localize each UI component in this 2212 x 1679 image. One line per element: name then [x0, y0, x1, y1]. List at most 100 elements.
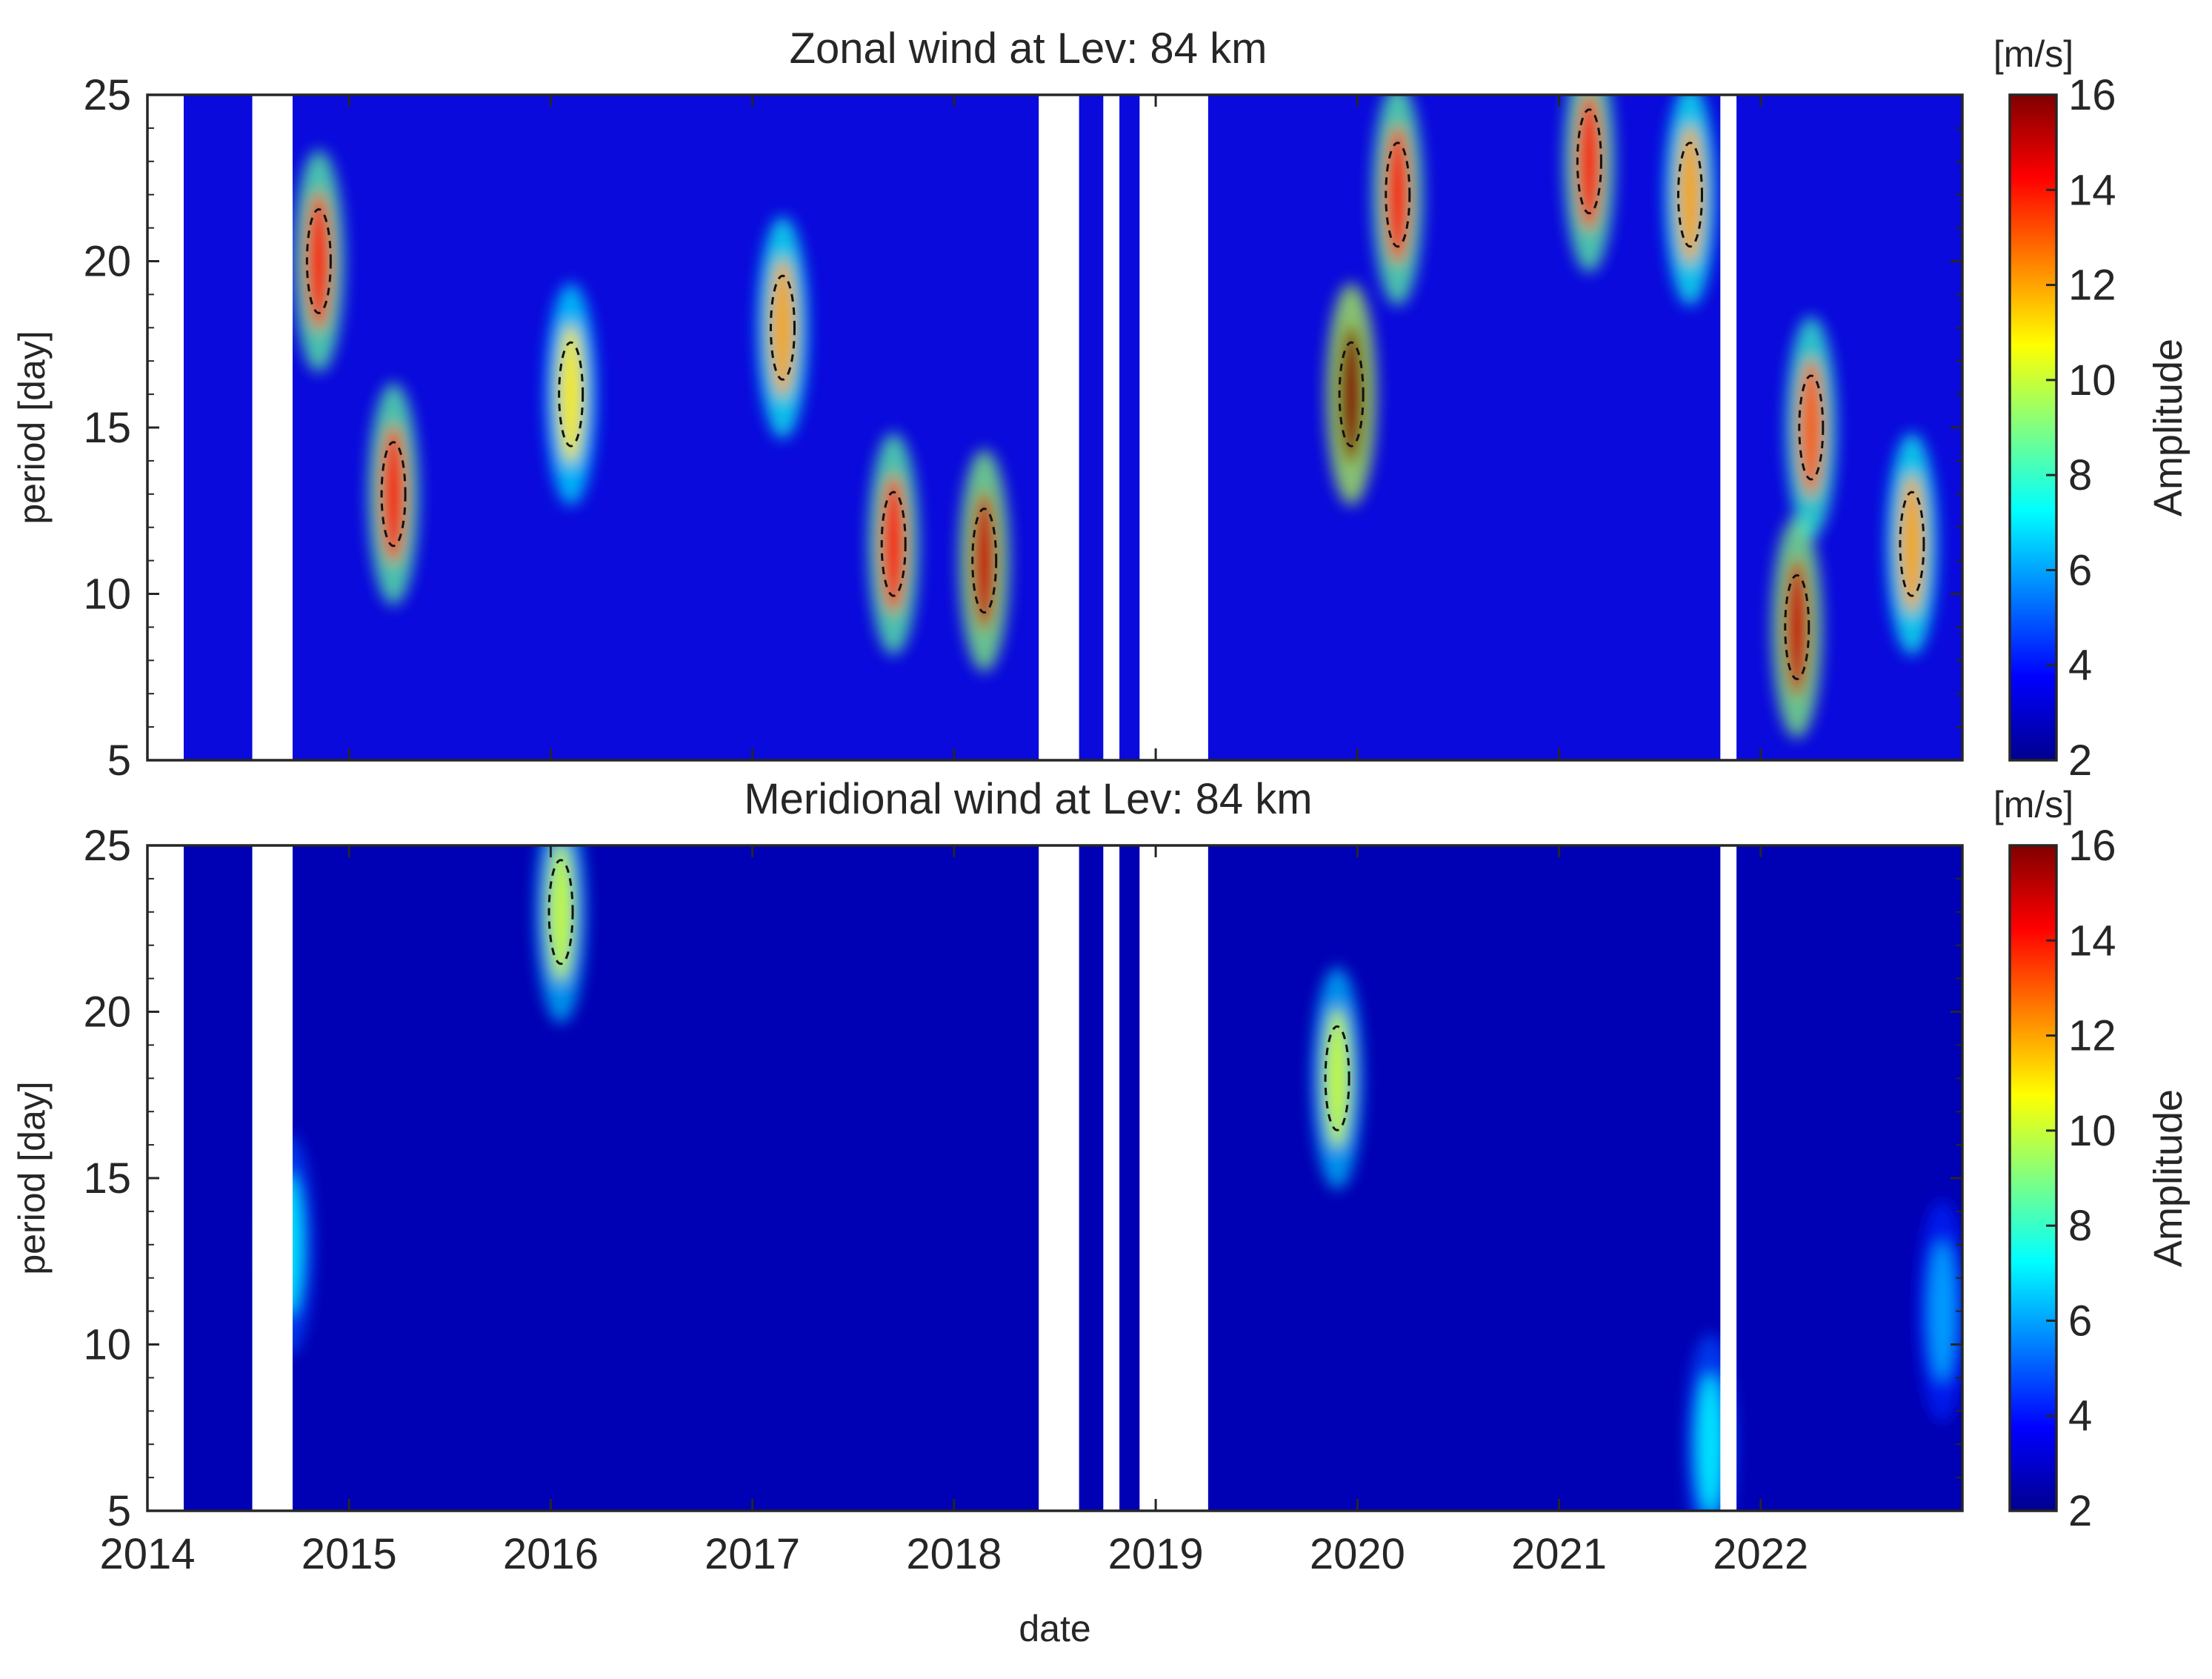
- meridional-wind-panel: Meridional wind at Lev: 84 km period [da…: [11, 775, 2191, 1649]
- significance-contour: [1338, 341, 1365, 448]
- panel-title: Zonal wind at Lev: 84 km: [790, 24, 1267, 73]
- hotspot-core: [970, 490, 998, 631]
- hotspot-core: [1676, 124, 1704, 265]
- hotspot-core: [1384, 124, 1411, 265]
- hotspot-core: [1797, 357, 1825, 498]
- significance-contour: [880, 491, 907, 597]
- hotspot-core: [547, 845, 575, 983]
- colorbar-gradient: [2010, 845, 2056, 1511]
- colorbar-tick-label: 8: [2068, 1202, 2092, 1250]
- y-tick-label: 25: [83, 71, 131, 119]
- colorbar-frame: [2008, 93, 2058, 762]
- colorbar-tick-label: 8: [2068, 451, 2092, 499]
- x-tick-label: 2020: [1310, 1530, 1405, 1578]
- significance-contour: [971, 508, 998, 614]
- significance-contour: [380, 441, 407, 548]
- significance-contour: [1784, 573, 1810, 680]
- x-tick-label: 2014: [99, 1530, 195, 1578]
- hotspot-core: [305, 190, 333, 332]
- significance-contour: [1324, 1025, 1350, 1131]
- colorbar-tick-label: 2: [2068, 1487, 2092, 1535]
- data-gap: [1720, 95, 1737, 760]
- colorbar: 2 4 6 8 10 12 14 16 [m/s] Amplitude: [1993, 784, 2191, 1535]
- hotspot-core: [380, 423, 407, 565]
- y-tick-label: 20: [83, 988, 131, 1037]
- zonal-wind-panel: Zonal wind at Lev: 84 km period [day] 5 1…: [11, 24, 2191, 785]
- significance-contour: [1798, 374, 1825, 481]
- panel-title: Meridional wind at Lev: 84 km: [744, 775, 1312, 823]
- data-gap: [252, 95, 293, 760]
- x-tick-label: 2018: [906, 1530, 1002, 1578]
- x-tick-label: 2022: [1713, 1530, 1808, 1578]
- colorbar-tick-label: 4: [2068, 1392, 2092, 1440]
- colorbar-tick-label: 14: [2068, 166, 2116, 214]
- hotspot-core: [1928, 1240, 1956, 1382]
- colorbar-unit: [m/s]: [1993, 33, 2073, 75]
- significance-contour: [1677, 142, 1703, 248]
- y-axis-label: period [day]: [11, 330, 53, 524]
- colorbar-tick-label: 4: [2068, 642, 2092, 690]
- y-tick-label: 25: [83, 822, 131, 870]
- y-ticks: 5 10 15 20 25: [83, 822, 1962, 1535]
- x-tick-label: 2015: [302, 1530, 397, 1578]
- heatmap-area: [147, 845, 1962, 1511]
- colorbar-tick-label: 14: [2068, 917, 2116, 965]
- hotspot-core: [769, 257, 796, 399]
- x-tick-label: 2019: [1108, 1530, 1204, 1578]
- hotspot-core: [1324, 1008, 1351, 1149]
- colorbar-tick-label: 2: [2068, 737, 2092, 785]
- colorbar-ticks: 2 4 6 8 10 12 14 16: [2046, 822, 2116, 1535]
- data-gap: [1139, 845, 1208, 1511]
- colorbar: 2 4 6 8 10 12 14 16 [m/s] Amplitude: [1993, 33, 2191, 785]
- data-gap: [1720, 845, 1737, 1511]
- data-gap: [1039, 95, 1079, 760]
- significance-contour: [305, 208, 332, 314]
- colorbar-unit: [m/s]: [1993, 784, 2073, 825]
- data-gap: [252, 845, 293, 1511]
- significance-contour: [547, 859, 574, 965]
- significance-contour: [1385, 142, 1411, 248]
- y-tick-label: 15: [83, 404, 131, 452]
- x-tick-label: 2017: [704, 1530, 800, 1578]
- x-axis-label: date: [1019, 1608, 1090, 1649]
- data-gap: [1039, 845, 1079, 1511]
- colorbar-label: Amplitude: [2146, 1089, 2191, 1267]
- hotspot-core: [1898, 473, 1925, 615]
- hotspot-core: [557, 324, 584, 465]
- colorbar-ticks: 2 4 6 8 10 12 14 16: [2046, 71, 2116, 785]
- colorbar-tick-label: 10: [2068, 1107, 2116, 1155]
- y-tick-label: 5: [107, 1487, 131, 1535]
- colorbar-tick-label: 16: [2068, 822, 2116, 870]
- y-tick-label: 20: [83, 238, 131, 286]
- hotspot-core: [1338, 324, 1365, 465]
- y-tick-label: 5: [107, 737, 131, 785]
- colorbar-tick-label: 6: [2068, 546, 2092, 594]
- y-axis-label: period [day]: [11, 1081, 53, 1274]
- hotspot-core: [1576, 95, 1603, 232]
- colorbar-tick-label: 10: [2068, 356, 2116, 405]
- hotspot-core: [1783, 556, 1810, 698]
- y-tick-label: 10: [83, 571, 131, 619]
- colorbar-gradient: [2010, 95, 2056, 760]
- significance-contour: [558, 341, 584, 448]
- x-ticks: 2014 2015 2016 2017 2018 2019 2020 2021 2022: [99, 845, 1808, 1578]
- hotspot-core: [880, 473, 907, 615]
- x-tick-label: 2016: [503, 1530, 599, 1578]
- y-tick-label: 15: [83, 1154, 131, 1203]
- colorbar-tick-label: 6: [2068, 1297, 2092, 1345]
- x-tick-label: 2021: [1511, 1530, 1607, 1578]
- colorbar-frame: [2008, 844, 2058, 1512]
- colorbar-tick-label: 16: [2068, 71, 2116, 119]
- colorbar-label: Amplitude: [2146, 339, 2191, 516]
- x-ticks: [146, 95, 1762, 760]
- colorbar-tick-label: 12: [2068, 1012, 2116, 1060]
- significance-contour: [1576, 108, 1602, 215]
- hotspot-core: [1696, 1374, 1724, 1511]
- significance-contour: [770, 274, 796, 381]
- colorbar-tick-label: 12: [2068, 262, 2116, 310]
- significance-contour: [1899, 491, 1925, 597]
- y-ticks: 5 10 15 20 25: [83, 71, 1962, 785]
- data-gap: [1139, 95, 1208, 760]
- heatmap-area: [147, 95, 1962, 760]
